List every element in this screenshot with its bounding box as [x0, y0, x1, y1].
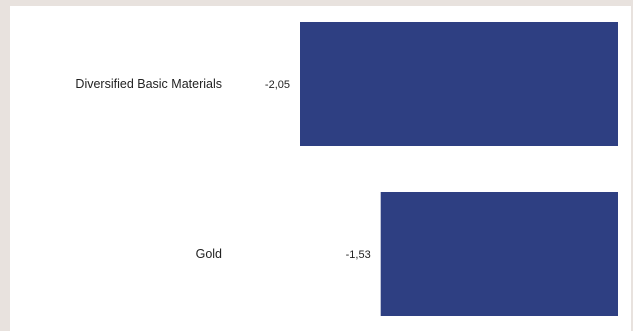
bar-0 [300, 22, 618, 146]
chart-panel: -2,05 Diversified Basic Materials -1,53 Gol… [10, 6, 631, 331]
bar-1 [380, 192, 618, 316]
category-label-1: Gold [196, 247, 222, 261]
value-label-0: -2,05 [265, 79, 290, 91]
category-label-0: Diversified Basic Materials [75, 77, 222, 91]
value-label-1: -1,53 [346, 249, 371, 261]
bar-chart: -2,05 Diversified Basic Materials -1,53 Gol… [75, 22, 618, 316]
